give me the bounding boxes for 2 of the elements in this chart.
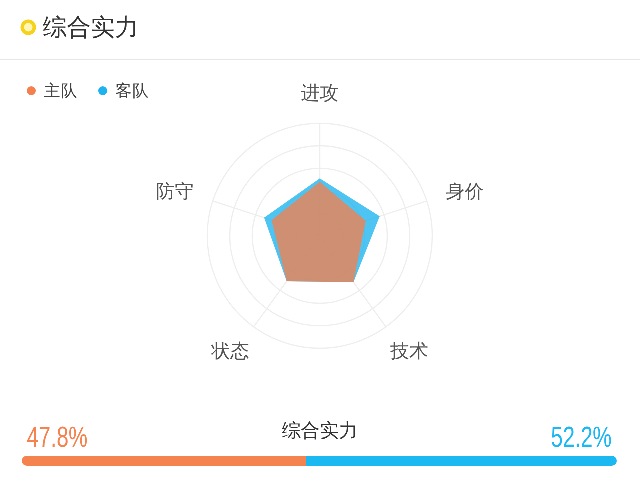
title: 综合实力 xyxy=(282,420,358,442)
title: 综合实力 xyxy=(43,14,139,42)
